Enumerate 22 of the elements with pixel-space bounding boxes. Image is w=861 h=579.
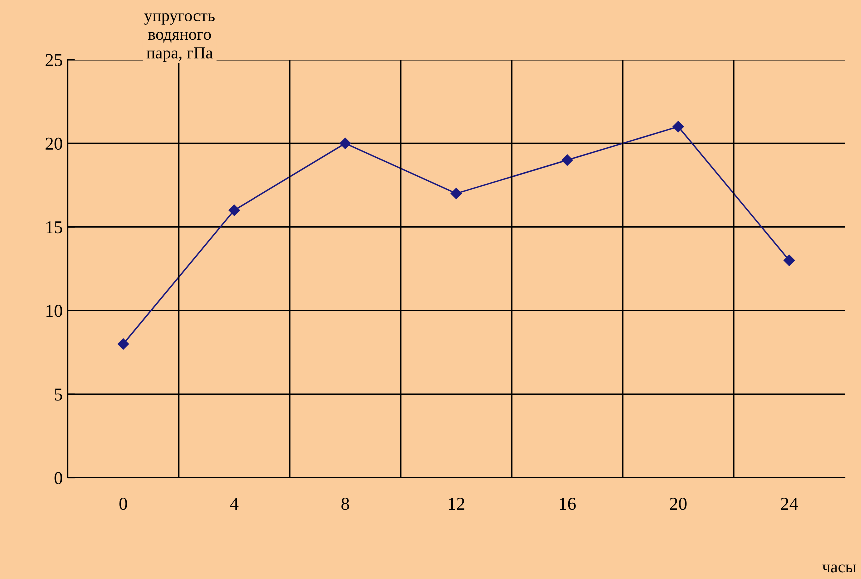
point [562,154,574,166]
point [118,338,130,350]
point [340,138,352,150]
y-axis-title: упругость водяного пара, гПа [144,14,215,62]
y-tick-label: 15 [46,222,62,234]
point [784,255,796,266]
y-tick-label: 20 [46,138,62,150]
x-tick-label: 8 [342,498,350,510]
point [672,121,684,132]
x-tick-label: 16 [560,498,576,510]
y-tick-label: 5 [55,388,62,401]
point [228,204,240,216]
point [450,188,462,200]
x-tick-label: 20 [670,498,687,510]
x-tick-label: 12 [449,498,465,510]
x-axis-title: часы [822,564,856,573]
y-tick-label: 10 [46,305,62,318]
x-tick-label: 0 [120,498,128,510]
x-tick-label: 24 [781,498,798,510]
y-tick-label: 25 [46,54,62,66]
y-tick-label: 0 [54,472,62,484]
x-tick-label: 4 [230,498,239,510]
